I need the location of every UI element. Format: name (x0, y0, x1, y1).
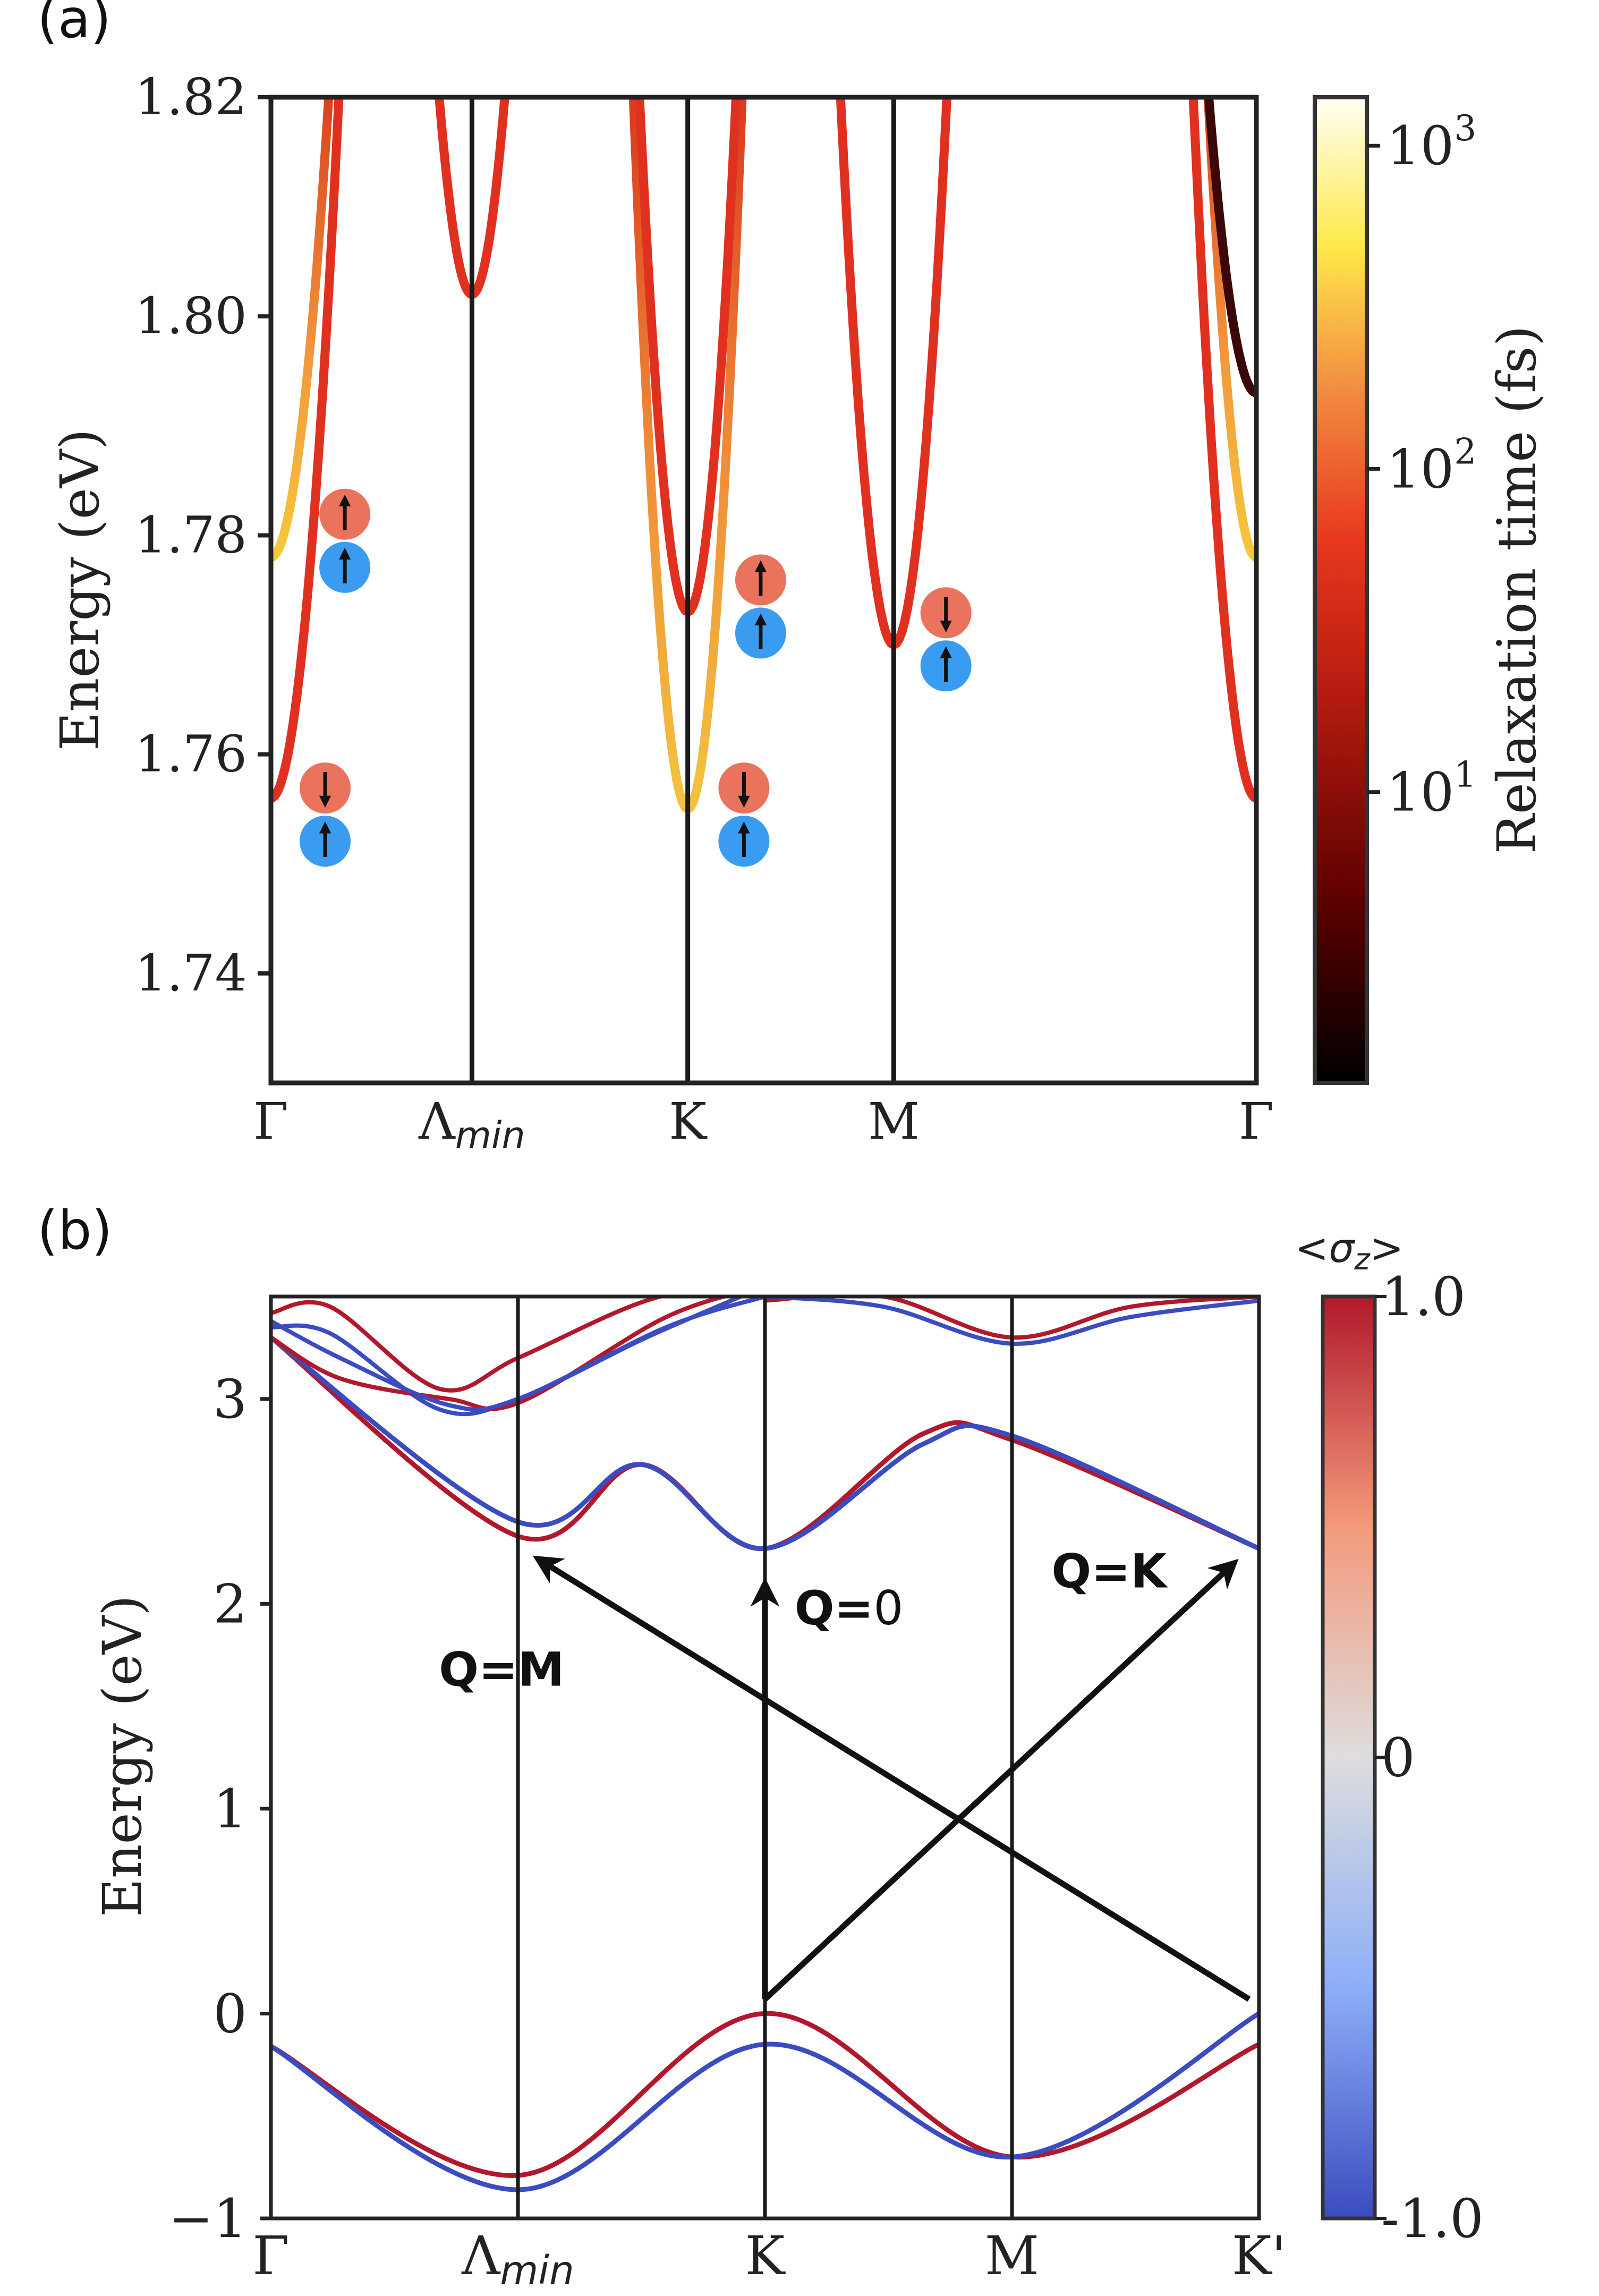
panel-a-frame (268, 95, 1259, 1086)
band-line (271, 1335, 1259, 1551)
x-tick-label: Γ (252, 2225, 289, 2287)
spin-up-marker (920, 640, 972, 692)
x-tick-label: Λmin (418, 1092, 525, 1157)
spin-up-marker (319, 541, 371, 593)
panel-b-y-axis: 3 2 1 0 −1 (169, 1368, 271, 2250)
spin-up-marker (920, 587, 972, 639)
band-line (1188, 97, 1256, 803)
panel-a-colorbar (1313, 95, 1369, 1085)
x-tick-label: K (669, 1092, 708, 1151)
x-tick-label: Γ (253, 1092, 288, 1151)
panel-a-y-axis: 1.82 1.80 1.78 1.76 1.74 (134, 68, 271, 1003)
spin-up-marker (718, 816, 770, 867)
panel-label-a: (a) (37, 0, 111, 50)
transition-label: Q=K (1051, 1544, 1168, 1598)
panel-a-x-axis: Γ Λmin K M Γ (253, 1092, 1274, 1157)
y-tick-label: 2 (213, 1573, 247, 1635)
panel-b-colorbar (1321, 1294, 1377, 2221)
y-tick-label: 3 (213, 1368, 247, 1430)
colorbar-tick-label: 1.0 (1381, 1266, 1466, 1328)
panel-b-colorbar-label: <σz> (1295, 1224, 1404, 1277)
x-tick-label: M (985, 2225, 1039, 2287)
band-line (271, 1297, 766, 1412)
transition-label: Q=M (439, 1642, 564, 1697)
spin-up-marker (300, 816, 351, 867)
panel-a-ylabel: Energy (eV) (49, 429, 111, 751)
y-tick-label: 1.80 (134, 287, 247, 345)
spin-up-marker (300, 762, 351, 814)
colorbar-tick-label: -1.0 (1381, 2188, 1484, 2250)
x-tick-label: M (868, 1092, 920, 1151)
x-tick-label: Γ (1239, 1092, 1274, 1151)
transition-arrow-qk (763, 1558, 1239, 2002)
y-tick-label: 0 (213, 1982, 247, 2045)
y-tick-label: 1.78 (134, 506, 247, 564)
transition-arrow-qm (532, 1555, 1251, 2002)
band-line (271, 97, 334, 562)
y-tick-label: 1.82 (134, 68, 247, 126)
transition-label: Q=0 (795, 1581, 904, 1636)
colorbar-tick-label: 0 (1381, 1727, 1415, 1789)
panel-label-b: (b) (37, 1199, 113, 1261)
y-tick-label: 1.74 (134, 944, 247, 1003)
y-tick-label: −1 (169, 2188, 247, 2250)
x-tick-label: K (745, 2225, 786, 2287)
panel-a-colorbar-ticks: 103 102 101 (1367, 108, 1476, 824)
band-line (1204, 97, 1256, 397)
panel-a-spin-annotations (300, 488, 972, 867)
spin-up-marker (718, 762, 770, 814)
band-line (271, 97, 344, 803)
panel-b-colorbar-ticks: 1.0 0 -1.0 (1375, 1266, 1484, 2250)
colorbar-tick-label: 101 (1387, 755, 1476, 824)
panel-a-bands (271, 97, 1256, 815)
spin-up-marker (735, 607, 786, 659)
panel-a-kpath-lines (469, 97, 896, 1083)
panel-b-transition-arrows: Q=0 Q=M Q=K (439, 1544, 1251, 2002)
panel-b-ylabel: Energy (eV) (91, 1595, 154, 1917)
panel-b-frame (269, 1294, 1261, 2221)
colorbar-tick-label: 103 (1387, 108, 1476, 177)
band-line (271, 1297, 668, 1393)
panel-a-colorbar-label: Relaxation time (fs) (1486, 326, 1548, 854)
y-tick-label: 1 (213, 1778, 247, 1840)
x-tick-label: Λmin (461, 2225, 574, 2293)
band-line (1203, 97, 1256, 562)
spin-up-marker (735, 554, 786, 606)
panel-b-x-axis: Γ Λmin K M K' (252, 2225, 1286, 2293)
y-tick-label: 1.76 (134, 725, 247, 784)
x-tick-label: K' (1232, 2225, 1286, 2287)
spin-up-marker (319, 488, 371, 540)
colorbar-tick-label: 102 (1387, 431, 1476, 500)
